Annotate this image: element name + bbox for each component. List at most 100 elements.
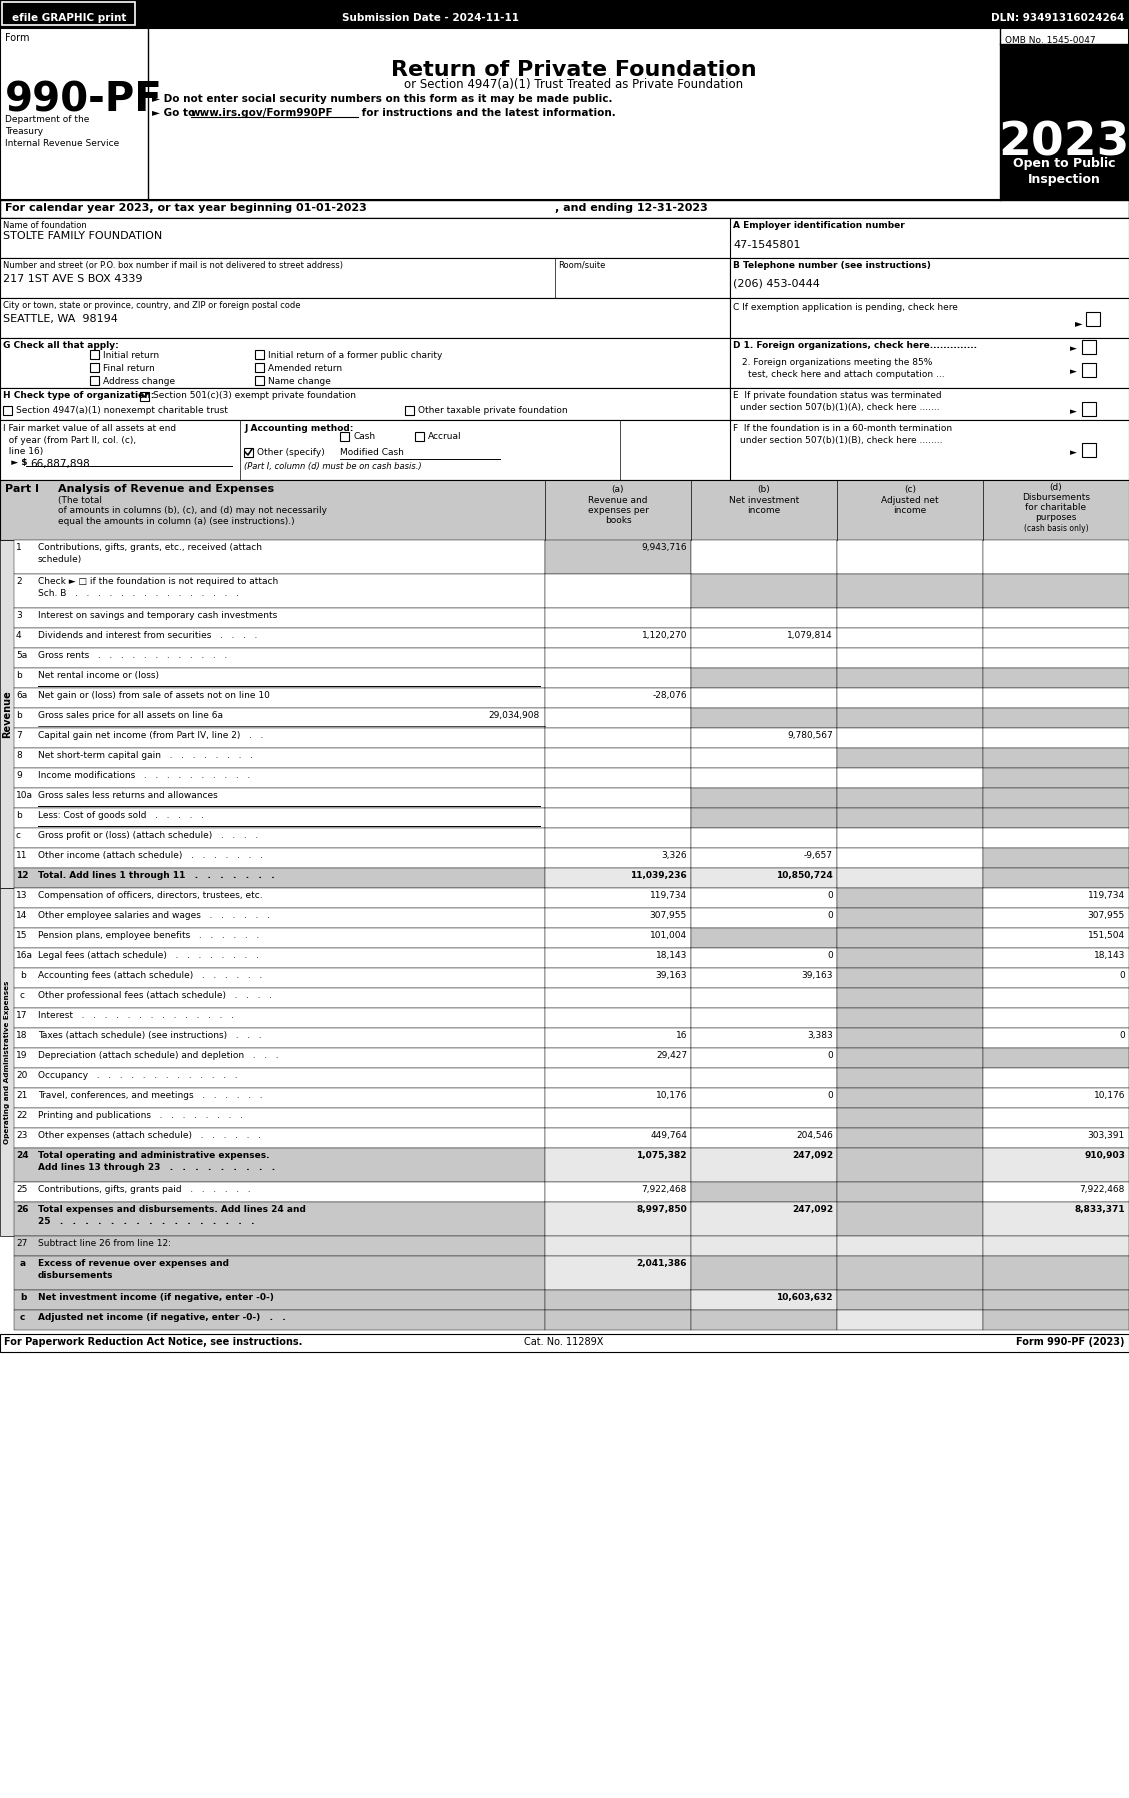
Bar — [983, 689, 1129, 708]
Text: 1,075,382: 1,075,382 — [637, 1151, 688, 1160]
Text: 29,427: 29,427 — [656, 1052, 688, 1061]
Text: 39,163: 39,163 — [802, 971, 833, 980]
Bar — [983, 1127, 1129, 1147]
Bar — [0, 480, 1129, 539]
Bar — [691, 689, 837, 708]
Bar — [837, 928, 983, 948]
Text: 9,780,567: 9,780,567 — [787, 732, 833, 741]
Text: 119,734: 119,734 — [650, 892, 688, 901]
Bar — [983, 928, 1129, 948]
Text: 25   .   .   .   .   .   .   .   .   .   .   .   .   .   .   .   .: 25 . . . . . . . . . . . . . . . . — [38, 1217, 254, 1226]
Text: D 1. Foreign organizations, check here..............: D 1. Foreign organizations, check here..… — [733, 342, 977, 351]
Bar — [691, 1257, 837, 1289]
Text: purposes: purposes — [1035, 512, 1077, 521]
Text: 3,326: 3,326 — [662, 850, 688, 859]
Bar — [837, 1147, 983, 1181]
Bar — [0, 298, 730, 338]
Text: Room/suite: Room/suite — [558, 261, 605, 270]
Text: OMB No. 1545-0047: OMB No. 1545-0047 — [1005, 36, 1095, 45]
Bar — [983, 1108, 1129, 1127]
Text: Amended return: Amended return — [268, 363, 342, 372]
Bar — [691, 669, 837, 689]
Text: Cat. No. 11289X: Cat. No. 11289X — [524, 1338, 604, 1347]
Bar — [837, 689, 983, 708]
Text: Other income (attach schedule)   .   .   .   .   .   .   .: Other income (attach schedule) . . . . .… — [38, 850, 263, 859]
Text: Name change: Name change — [268, 378, 331, 387]
Bar — [983, 987, 1129, 1009]
Text: -9,657: -9,657 — [804, 850, 833, 859]
Bar — [0, 1334, 1129, 1352]
Bar — [983, 908, 1129, 928]
Bar — [14, 987, 545, 1009]
Text: 1,079,814: 1,079,814 — [787, 631, 833, 640]
Text: Accrual: Accrual — [428, 432, 462, 441]
Text: 8,997,850: 8,997,850 — [637, 1205, 688, 1214]
Bar — [244, 448, 253, 457]
Text: E  If private foundation status was terminated: E If private foundation status was termi… — [733, 390, 942, 399]
Bar — [691, 748, 837, 768]
Bar — [405, 406, 414, 415]
Text: 247,092: 247,092 — [791, 1151, 833, 1160]
Text: Department of the: Department of the — [5, 115, 89, 124]
Text: Interest   .   .   .   .   .   .   .   .   .   .   .   .   .   .: Interest . . . . . . . . . . . . . . — [38, 1010, 234, 1019]
Text: Other professional fees (attach schedule)   .   .   .   .: Other professional fees (attach schedule… — [38, 991, 272, 1000]
Text: Submission Date - 2024-11-11: Submission Date - 2024-11-11 — [341, 13, 518, 23]
Bar — [545, 628, 691, 647]
Bar — [837, 748, 983, 768]
Bar — [983, 1048, 1129, 1068]
Text: b: b — [20, 971, 26, 980]
Text: Taxes (attach schedule) (see instructions)   .   .   .: Taxes (attach schedule) (see instruction… — [38, 1030, 262, 1039]
Text: 18,143: 18,143 — [656, 951, 688, 960]
Text: Gross profit or (loss) (attach schedule)   .   .   .   .: Gross profit or (loss) (attach schedule)… — [38, 831, 259, 840]
Text: 101,004: 101,004 — [650, 931, 688, 940]
Text: 7,922,468: 7,922,468 — [1079, 1185, 1124, 1194]
Text: schedule): schedule) — [38, 556, 82, 565]
Text: Revenue and: Revenue and — [588, 496, 648, 505]
Bar — [545, 1289, 691, 1311]
Bar — [545, 728, 691, 748]
Bar — [14, 1181, 545, 1203]
Text: for charitable: for charitable — [1025, 503, 1086, 512]
Bar — [837, 669, 983, 689]
Bar — [691, 1127, 837, 1147]
Bar — [14, 908, 545, 928]
Bar — [691, 1088, 837, 1108]
Bar — [14, 1257, 545, 1289]
Text: (cash basis only): (cash basis only) — [1024, 523, 1088, 532]
Bar — [0, 257, 730, 298]
Bar — [0, 421, 1129, 480]
Bar — [837, 948, 983, 967]
Text: Initial return of a former public charity: Initial return of a former public charit… — [268, 351, 443, 360]
Bar — [545, 928, 691, 948]
Bar — [691, 967, 837, 987]
Bar — [90, 363, 99, 372]
Text: 0: 0 — [1119, 971, 1124, 980]
Bar — [14, 1289, 545, 1311]
Text: c: c — [16, 831, 21, 840]
Text: under section 507(b)(1)(B), check here ........: under section 507(b)(1)(B), check here .… — [739, 435, 943, 444]
Bar — [691, 1048, 837, 1068]
Bar — [691, 1289, 837, 1311]
Bar — [983, 728, 1129, 748]
Text: 20: 20 — [16, 1072, 27, 1081]
Bar — [691, 708, 837, 728]
Text: 24: 24 — [16, 1151, 28, 1160]
Bar — [983, 608, 1129, 628]
Bar — [545, 574, 691, 608]
Bar — [90, 376, 99, 385]
Bar — [1082, 340, 1096, 354]
Bar — [340, 432, 349, 441]
Text: Inspection: Inspection — [1027, 173, 1101, 185]
Bar — [837, 728, 983, 748]
Bar — [691, 574, 837, 608]
Text: Form 990-PF (2023): Form 990-PF (2023) — [1015, 1338, 1124, 1347]
Text: 12: 12 — [16, 870, 28, 879]
Bar — [2, 2, 135, 25]
Text: 0: 0 — [1119, 1030, 1124, 1039]
Text: of year (from Part II, col. (c),: of year (from Part II, col. (c), — [3, 435, 137, 444]
Text: 307,955: 307,955 — [1087, 912, 1124, 921]
Bar — [14, 689, 545, 708]
Text: disbursements: disbursements — [38, 1271, 114, 1280]
Text: Form: Form — [5, 32, 29, 43]
Bar — [837, 888, 983, 908]
